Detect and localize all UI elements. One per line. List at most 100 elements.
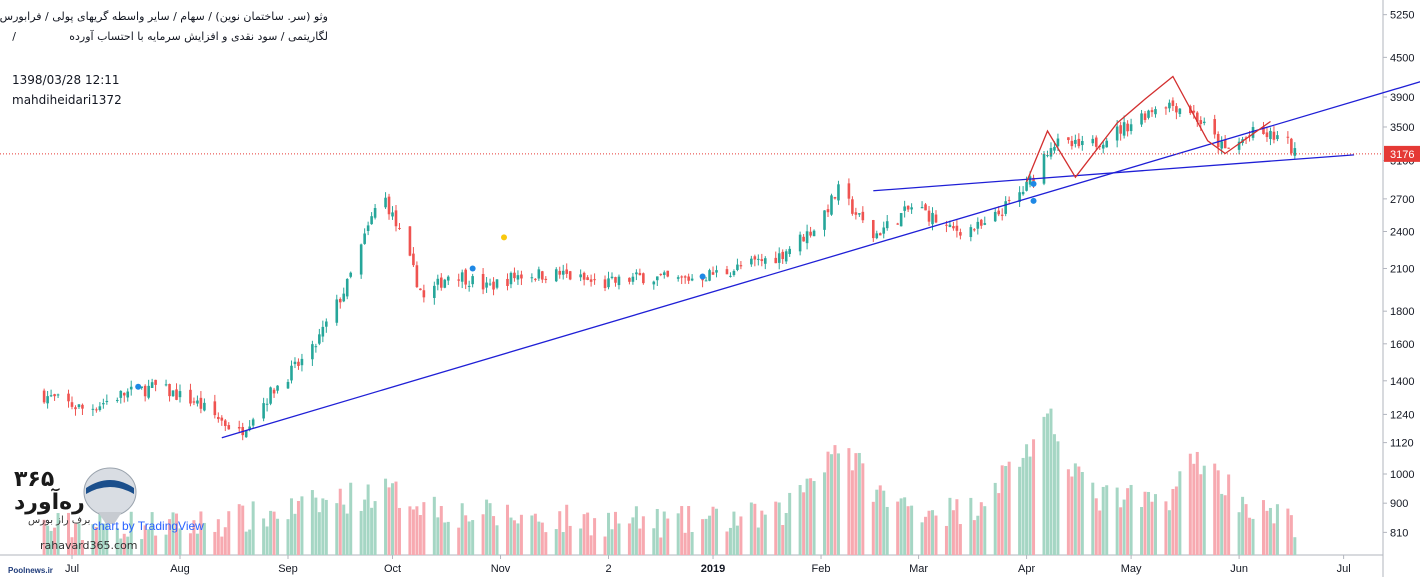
price-axis[interactable]: 5250450039003500310027002400210018001600… (1383, 10, 1414, 540)
volume-bar (861, 463, 865, 555)
candle-body (1094, 137, 1098, 147)
volume-bar (432, 496, 436, 555)
candle-body (711, 272, 715, 275)
volume-bar (735, 525, 739, 555)
volume-bar (565, 504, 569, 555)
volume-bar (147, 529, 151, 555)
volume-bar (129, 511, 133, 555)
candle-body (1265, 132, 1269, 138)
event-markers[interactable] (135, 180, 1037, 390)
x-tick-label: Feb (812, 563, 831, 575)
event-marker (699, 273, 706, 280)
volume-bar (1174, 486, 1178, 555)
volume-bar (533, 513, 537, 555)
volume-bar (878, 485, 882, 555)
candle-body (934, 214, 938, 223)
candle-body (739, 265, 743, 267)
volume-bar (195, 533, 199, 555)
volume-bar (223, 527, 227, 555)
zigzag-pattern[interactable] (1025, 75, 1271, 183)
volume-bar (505, 504, 509, 555)
volume-bar (850, 470, 854, 555)
candle-body (516, 275, 520, 280)
site-url: rahavard365.com (40, 539, 138, 552)
volume-bar (265, 526, 269, 555)
candle-body (105, 400, 109, 403)
trendline (873, 154, 1355, 192)
candle-body (875, 233, 879, 239)
volume-bar (1171, 488, 1175, 555)
candle-body (652, 281, 656, 285)
candle-body (1220, 141, 1223, 149)
volume-bar (899, 498, 903, 555)
candle-body (858, 213, 861, 215)
candle-body (74, 407, 77, 410)
candle-body (635, 272, 638, 275)
volume-bar (460, 503, 464, 555)
candle-body (736, 264, 739, 270)
volume-bar (519, 514, 523, 555)
volume-bar (896, 501, 900, 555)
volume-bar (1021, 457, 1025, 555)
y-tick-label: 1800 (1390, 306, 1414, 318)
logo-name: ره‌آورد (14, 490, 85, 515)
header-separator: / (12, 30, 16, 43)
volume-bar (171, 512, 175, 555)
volume-bar (1223, 495, 1227, 555)
candle-body (851, 199, 854, 214)
y-tick-label: 5250 (1390, 10, 1414, 22)
volume-bar (140, 539, 144, 555)
volume-bar (317, 512, 321, 555)
volume-bar (188, 533, 192, 555)
x-tick-label: Oct (384, 563, 401, 575)
volume-bar (683, 532, 687, 555)
candle-body (481, 273, 485, 290)
volume-bars (42, 408, 1297, 555)
volume-bar (798, 485, 802, 555)
candle-body (1004, 201, 1007, 214)
volume-bar (289, 498, 293, 555)
candle-body (871, 220, 875, 239)
candle-body (290, 365, 293, 381)
candle-body (140, 386, 143, 389)
candle-body (959, 232, 962, 236)
candle-body (1126, 123, 1129, 132)
candle-body (1251, 127, 1255, 138)
volume-bar (105, 517, 109, 555)
candle-body (129, 386, 133, 390)
volume-bar (345, 513, 349, 555)
candle-body (311, 344, 314, 360)
candle-body (150, 382, 154, 388)
candle-body (537, 269, 541, 279)
volume-bar (931, 510, 935, 555)
candle-body (534, 278, 537, 280)
candle-body (750, 258, 753, 265)
candle-body (1049, 148, 1053, 157)
volume-bar (1101, 486, 1105, 555)
candle-body (823, 210, 826, 230)
candle-body (973, 229, 976, 231)
candle-body (659, 273, 663, 275)
volume-bar (711, 506, 715, 555)
candle-body (370, 216, 373, 225)
candle-body (1143, 113, 1147, 120)
candle-body (1286, 136, 1290, 138)
candle-body (642, 273, 645, 284)
volume-bar (321, 498, 325, 555)
trendlines[interactable] (221, 74, 1420, 439)
volume-bar (119, 538, 123, 555)
volume-bar (251, 501, 255, 555)
candle-body (927, 210, 931, 222)
candle-body (809, 231, 812, 236)
candle-body (614, 277, 617, 283)
volume-bar (1261, 500, 1265, 555)
volume-bar (101, 523, 105, 555)
candle-body (394, 210, 398, 227)
candle-body (1122, 122, 1126, 136)
time-axis[interactable]: JulAugSepOctNov22019FebMarAprMayJunJulAu… (65, 555, 1420, 575)
candle-body (680, 276, 683, 278)
volume-bar (436, 517, 440, 555)
candle-body (1276, 135, 1279, 140)
volume-bar (457, 527, 461, 555)
